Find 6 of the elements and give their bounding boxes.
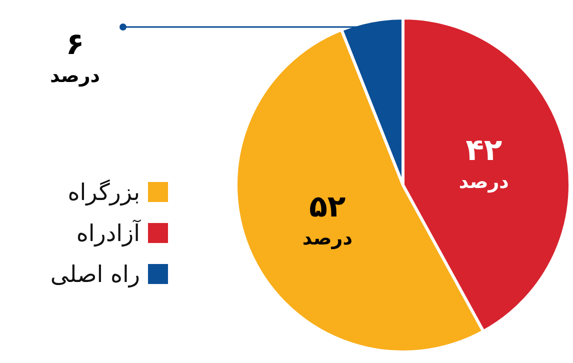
text: درصد <box>50 65 100 87</box>
legend-label: آزادراه <box>76 219 142 247</box>
legend-label: بزرگراه <box>68 179 140 206</box>
text: درصد <box>458 171 509 194</box>
legend-label: راه اصلی <box>50 262 140 288</box>
text: درصد <box>302 228 352 250</box>
